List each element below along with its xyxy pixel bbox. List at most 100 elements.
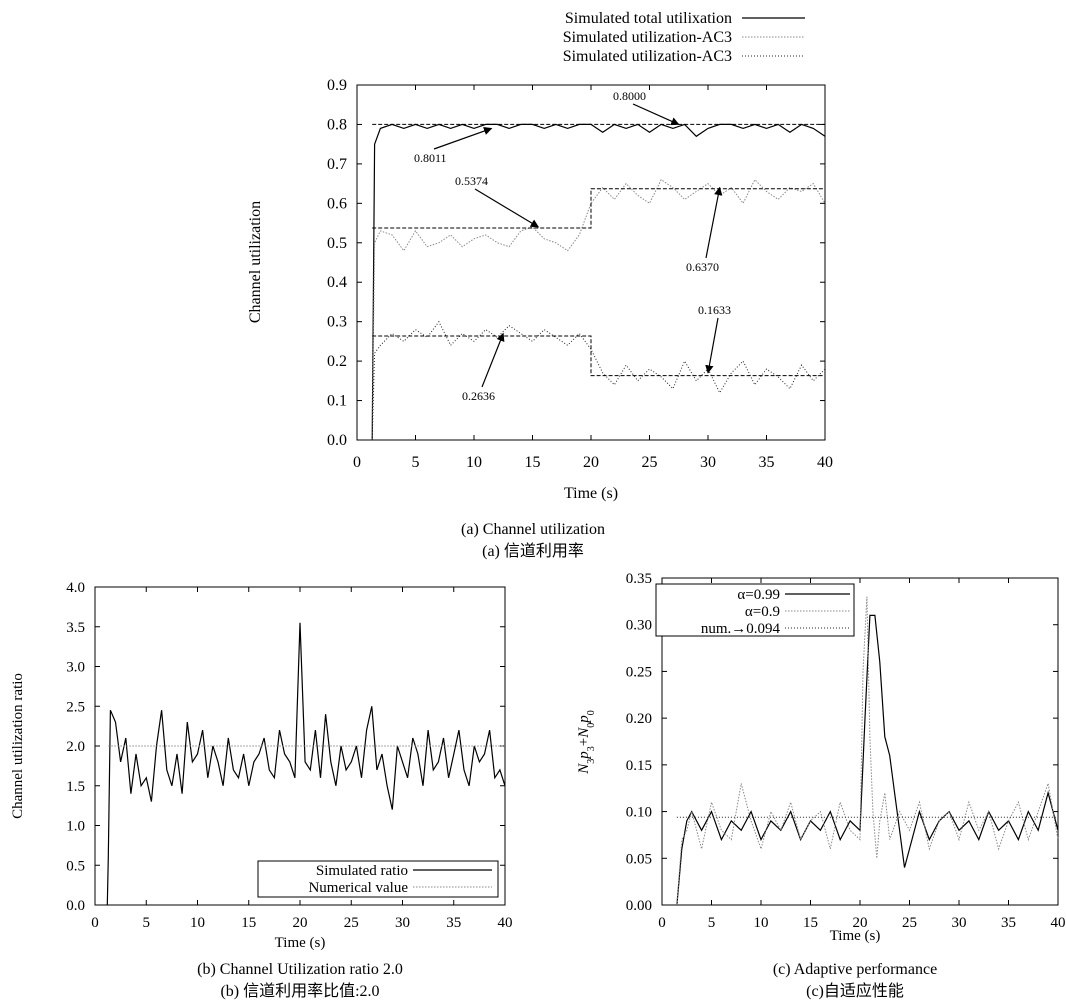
b-ytick-label: 3.0 [66, 660, 85, 676]
c-xtick-label: 15 [803, 915, 818, 931]
chart-b-utilization-ratio: 0.0 0.5 1.0 1.5 2.0 2.5 3.0 3.5 4.0 0 5 10 15 20 25 30… [10, 580, 513, 1000]
a-xtick-label: 0 [353, 454, 361, 471]
a-xtick-label: 5 [412, 454, 420, 471]
chart-c-ylabel: N3p3+N0p0 [576, 710, 597, 775]
b-xtick-label: 35 [446, 915, 461, 931]
a-annotation-label: 0.2636 [462, 389, 495, 403]
b-series-line-0 [106, 622, 506, 906]
b-ytick-label: 1.5 [66, 779, 85, 795]
a-annotation-label: 0.8011 [414, 151, 447, 165]
c-ytick-label: 0.20 [626, 711, 652, 727]
a-xtick-label: 25 [642, 454, 658, 471]
c-xtick-label: 40 [1051, 915, 1066, 931]
b-xtick-label: 15 [241, 915, 256, 931]
b-ytick-label: 3.5 [66, 620, 85, 636]
c-xtick-label: 30 [952, 915, 967, 931]
b-ytick-label: 1.0 [66, 819, 85, 835]
c-legend-label-2: num.→0.094 [701, 621, 781, 637]
a-legend-label-2: Simulated utilization-AC3 [563, 48, 732, 65]
a-annotation-arrow [481, 332, 505, 388]
a-annotation-label: 0.8000 [613, 89, 646, 103]
a-xtick-label: 35 [759, 454, 775, 471]
chart-b-ylabel: Channel utilization ratio [10, 673, 26, 819]
a-ytick-label: 0.5 [327, 235, 347, 252]
c-ytick-label: 0.25 [626, 664, 652, 680]
a-annotation-arrow [632, 103, 680, 126]
c-ytick-label: 0.15 [626, 758, 652, 774]
c-xtick-label: 35 [1001, 915, 1016, 931]
chart-c-caption-zh: (c)自适应性能 [806, 981, 904, 1000]
b-xtick-label: 10 [190, 915, 205, 931]
a-series-line-3 [372, 188, 825, 229]
chart-a-xlabel: Time (s) [564, 485, 618, 502]
chart-a-caption-zh: (a) 信道利用率 [482, 542, 584, 560]
a-xtick-label: 30 [700, 454, 716, 471]
b-xtick-label: 20 [293, 915, 308, 931]
c-legend-box [655, 583, 855, 637]
a-annotation-arrow [474, 188, 540, 228]
c-ytick-label: 0.00 [626, 898, 652, 914]
chart-c-xlabel: Time (s) [830, 928, 881, 944]
b-xtick-label: 5 [143, 915, 151, 931]
a-xtick-label: 15 [525, 454, 541, 471]
c-xtick-label: 0 [658, 915, 666, 931]
a-ytick-label: 0.7 [327, 156, 347, 173]
a-annotation-label: 0.5374 [455, 174, 488, 188]
b-ytick-label: 2.5 [66, 699, 85, 715]
b-xtick-label: 0 [91, 915, 99, 931]
a-ytick-label: 0.8 [327, 116, 347, 133]
c-xtick-label: 10 [754, 915, 769, 931]
chart-a-legend: Simulated total utilixation Simulated uti… [563, 10, 805, 65]
chart-a-plot-frame [356, 84, 826, 441]
b-xtick-label: 40 [498, 915, 513, 931]
c-legend-label-0: α=0.99 [737, 587, 780, 603]
c-ytick-label: 0.30 [626, 618, 652, 634]
chart-a-caption-en: (a) Channel utilization [461, 521, 605, 538]
chart-a-ylabel: Channel utilization [247, 201, 264, 323]
a-annotation-arrow [705, 317, 719, 374]
c-ytick-label: 0.10 [626, 805, 652, 821]
b-legend-box [257, 860, 499, 898]
c-series-line-0 [676, 614, 1059, 906]
chart-c-caption-en: (c) Adaptive performance [773, 961, 937, 978]
a-annotation-arrow [433, 126, 493, 150]
b-ytick-label: 0.0 [66, 898, 85, 914]
chart-b-caption-en: (b) Channel Utilization ratio 2.0 [197, 961, 403, 978]
chart-b-caption-zh: (b) 信道利用率比值:2.0 [220, 982, 379, 1000]
c-series-line-1 [676, 596, 1059, 906]
a-series-line-4 [372, 335, 825, 377]
a-series-line-0 [371, 123, 826, 441]
a-legend-label-0: Simulated total utilixation [565, 10, 732, 27]
a-ytick-label: 0.3 [327, 314, 347, 331]
a-legend-label-1: Simulated utilization-AC3 [563, 29, 732, 46]
b-ytick-label: 0.5 [66, 858, 85, 874]
b-xtick-label: 25 [344, 915, 359, 931]
a-ytick-label: 0.9 [327, 77, 347, 94]
b-xtick-label: 30 [395, 915, 410, 931]
a-xtick-label: 10 [466, 454, 482, 471]
c-ytick-label: 0.35 [626, 571, 652, 587]
chart-b-xlabel: Time (s) [275, 935, 326, 951]
a-annotation-label: 0.1633 [698, 303, 731, 317]
b-ytick-label: 4.0 [66, 580, 85, 596]
c-xtick-label: 25 [902, 915, 917, 931]
a-series-line-1 [371, 178, 826, 441]
b-legend-label-1: Numerical value [308, 880, 408, 896]
c-legend-label-1: α=0.9 [745, 604, 780, 620]
b-legend-label-0: Simulated ratio [316, 863, 408, 879]
a-ytick-label: 0.6 [327, 195, 347, 212]
b-ytick-label: 2.0 [66, 739, 85, 755]
chart-a-channel-utilization: Simulated total utilixation Simulated uti… [247, 10, 833, 560]
a-annotation-arrow [705, 186, 723, 259]
a-ytick-label: 0.0 [327, 432, 347, 449]
c-ytick-label: 0.05 [626, 851, 652, 867]
a-ytick-label: 0.1 [327, 393, 347, 410]
a-ytick-label: 0.2 [327, 353, 347, 370]
a-ytick-label: 0.4 [327, 274, 347, 291]
a-annotation-label: 0.6370 [686, 260, 719, 274]
chart-c-adaptive-performance: 0.00 0.05 0.10 0.15 0.20 0.25 0.30 0.35 0 5 10 15 2… [576, 571, 1066, 1000]
a-series-line-2 [371, 320, 826, 441]
